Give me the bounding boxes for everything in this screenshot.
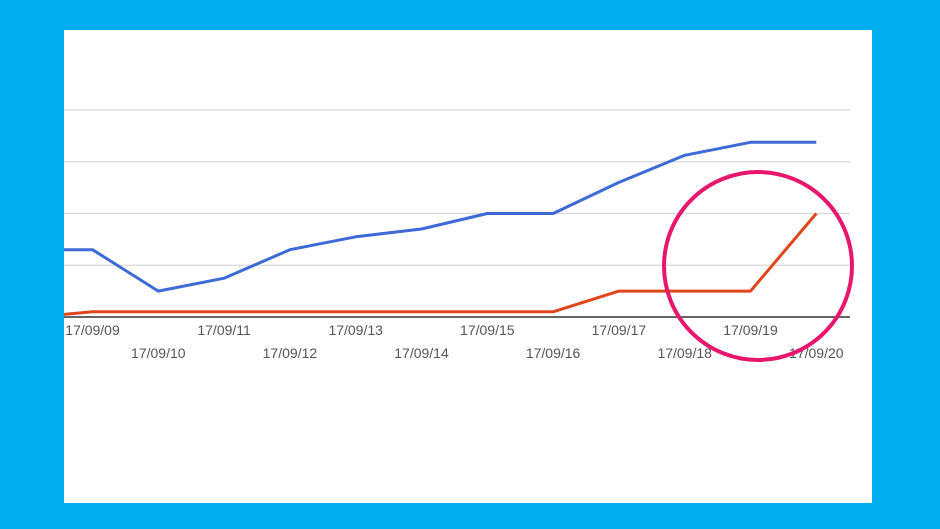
x-tick-label: 17/09/09 xyxy=(65,322,120,338)
chart-card: 17/09/09 17/09/10 17/09/11 17/09/12 17/09/13… xyxy=(64,30,872,503)
highlight-circle xyxy=(662,170,854,362)
x-tick-label: 17/09/10 xyxy=(131,345,186,361)
series-line-0 xyxy=(64,140,817,293)
series-lines xyxy=(64,140,818,316)
x-tick-label: 17/09/16 xyxy=(526,345,581,361)
series-line-1 xyxy=(64,212,818,316)
x-tick-label: 17/09/11 xyxy=(197,322,251,338)
x-tick-label: 17/09/18 xyxy=(657,345,712,361)
x-tick-label: 17/09/17 xyxy=(592,322,647,338)
gridlines xyxy=(64,109,850,266)
x-tick-label: 17/09/15 xyxy=(460,322,515,338)
x-tick-label: 17/09/14 xyxy=(394,345,449,361)
x-tick-label: 17/09/12 xyxy=(263,345,318,361)
x-tick-label: 17/09/13 xyxy=(328,322,383,338)
line-chart: 17/09/09 17/09/10 17/09/11 17/09/12 17/09/13… xyxy=(64,109,854,362)
x-tick-label: 17/09/19 xyxy=(723,322,778,338)
x-tick-labels: 17/09/09 17/09/10 17/09/11 17/09/12 17/09/13… xyxy=(65,322,844,361)
